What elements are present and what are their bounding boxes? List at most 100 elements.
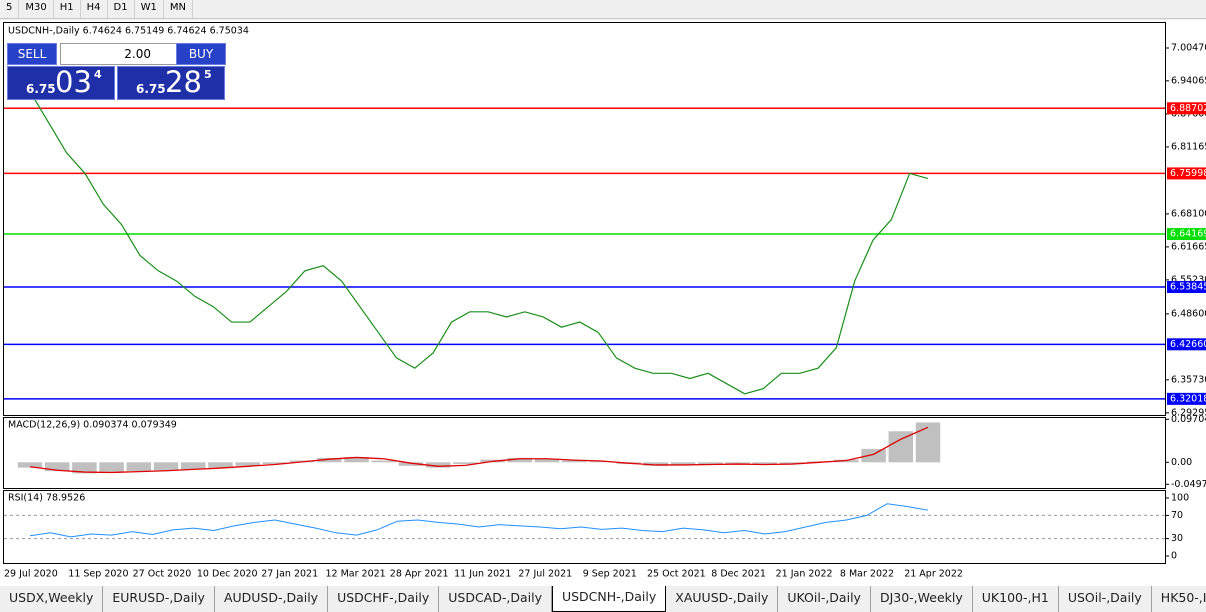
- macd-bar: [589, 461, 614, 463]
- x-tick-label: 27 Oct 2020: [133, 569, 192, 580]
- y-tick-label: 6.61665: [1171, 241, 1206, 252]
- price-line: [29, 91, 929, 395]
- chart-tab[interactable]: AUDUSD-,Daily: [215, 586, 329, 612]
- y-tick-label: 100: [1171, 492, 1189, 503]
- chart-tabs: USDX,Weekly EURUSD-,Daily AUDUSD-,Daily USD…: [0, 586, 1206, 612]
- x-tick-label: 25 Oct 2021: [647, 569, 706, 580]
- chart-tab[interactable]: XAUUSD-,Daily: [666, 586, 779, 612]
- macd-bar: [453, 462, 478, 465]
- chart-tab[interactable]: HK50-,I: [1152, 586, 1206, 612]
- y-tick-label: 0.097045: [1171, 414, 1206, 425]
- x-tick-label: 11 Jun 2021: [454, 569, 511, 580]
- y-tick-label: 0: [1171, 551, 1177, 562]
- x-tick-label: 29 Jul 2020: [4, 569, 58, 580]
- ask-prefix: 6.75: [136, 82, 166, 96]
- y-tick-label: 6.35730: [1171, 374, 1206, 385]
- macd-bar: [317, 457, 342, 463]
- bid-prefix: 6.75: [26, 82, 56, 96]
- sell-button[interactable]: SELL: [7, 43, 57, 65]
- macd-label: MACD(12,26,9) 0.090374 0.079349: [8, 420, 177, 431]
- level-label-bg: [1167, 338, 1206, 351]
- chart-tab[interactable]: USDCHF-,Daily: [328, 586, 440, 612]
- x-tick-label: 9 Sep 2021: [583, 569, 637, 580]
- macd-bar: [208, 462, 233, 468]
- x-tick-label: 27 Jan 2021: [261, 569, 318, 580]
- level-label: 6.75998: [1170, 168, 1206, 179]
- macd-bar: [181, 462, 206, 470]
- y-tick-label: 6.68100: [1171, 208, 1206, 219]
- one-click-trading: SELL 2.00 BUY 6.75 03 4 6.75 28 5: [7, 43, 226, 100]
- chart-tab[interactable]: EURUSD-,Daily: [103, 586, 215, 612]
- macd-bar: [371, 460, 397, 463]
- y-tick-label: 7.00470: [1171, 42, 1206, 53]
- y-tick-label: 0.00: [1171, 457, 1192, 468]
- y-tick-label: 6.94065: [1171, 75, 1206, 86]
- timeframe-button[interactable]: MN: [164, 0, 193, 18]
- x-tick-label: 8 Dec 2021: [711, 569, 766, 580]
- timeframe-toolbar: 5 M30 H1 H4 D1 W1 MN: [0, 0, 1206, 19]
- level-label-bg: [1167, 392, 1206, 405]
- y-tick-label: 6.55230: [1171, 274, 1206, 285]
- volume-input[interactable]: 2.00: [60, 43, 178, 65]
- ask-price[interactable]: 6.75 28 5: [117, 65, 225, 100]
- macd-bar: [725, 462, 750, 465]
- macd-bar: [153, 462, 179, 471]
- chart-tab[interactable]: UKOil-,Daily: [778, 586, 871, 612]
- macd-bar: [752, 462, 777, 465]
- ask-big: 28: [165, 65, 202, 99]
- macd-bar: [507, 457, 533, 463]
- chart-tab[interactable]: USOil-,Daily: [1059, 586, 1152, 612]
- y-tick-label: -0.04972: [1171, 479, 1206, 490]
- macd-bar: [861, 449, 886, 463]
- chart-tab[interactable]: USDCNH-,Daily: [551, 586, 667, 612]
- level-label: 6.88702: [1170, 103, 1206, 114]
- buy-button[interactable]: BUY: [176, 43, 226, 65]
- ask-sup: 5: [204, 68, 212, 81]
- macd-bar: [235, 462, 260, 466]
- rsi-label: RSI(14) 78.9526: [8, 493, 85, 504]
- timeframe-button[interactable]: H4: [81, 0, 108, 18]
- macd-bar: [670, 462, 696, 465]
- x-tick-label: 27 Jul 2021: [518, 569, 572, 580]
- timeframe-button[interactable]: D1: [108, 0, 135, 18]
- level-label: 6.32018: [1170, 393, 1206, 404]
- macd-bar: [698, 462, 723, 465]
- x-tick-label: 21 Jan 2022: [776, 569, 833, 580]
- timeframe-button[interactable]: 5: [0, 0, 20, 18]
- timeframe-button[interactable]: W1: [135, 0, 164, 18]
- level-label: 6.64169: [1170, 229, 1206, 240]
- macd-bar: [779, 462, 805, 465]
- rsi-line: [29, 503, 929, 538]
- level-label-bg: [1167, 280, 1206, 293]
- y-tick-label: 30: [1171, 533, 1183, 544]
- chart-tab[interactable]: UK100-,H1: [973, 586, 1059, 612]
- macd-pane: [3, 417, 1166, 489]
- x-tick-label: 28 Apr 2021: [390, 569, 449, 580]
- y-tick-label: 70: [1171, 510, 1183, 521]
- chart-tab[interactable]: DJ30-,Weekly: [871, 586, 973, 612]
- macd-bar: [17, 462, 43, 468]
- chart-tab[interactable]: USDX,Weekly: [0, 586, 104, 612]
- macd-bar: [44, 462, 70, 472]
- y-tick-label: 6.81165: [1171, 141, 1206, 152]
- chart-bg: [0, 20, 1206, 586]
- bid-big: 03: [55, 65, 92, 99]
- macd-bar: [72, 462, 97, 474]
- macd-bar: [425, 462, 451, 468]
- chart-window: USDCNH-,Daily 6.74624 6.75149 6.74624 6.…: [0, 20, 1206, 586]
- y-tick-label: 6.29295: [1171, 407, 1206, 418]
- rsi-pane: [3, 490, 1166, 564]
- bid-price[interactable]: 6.75 03 4: [7, 65, 115, 100]
- timeframe-button[interactable]: H1: [54, 0, 81, 18]
- macd-bar: [915, 422, 941, 463]
- chart-tab[interactable]: USDCAD-,Daily: [439, 586, 552, 612]
- macd-bar: [126, 462, 152, 472]
- macd-signal: [29, 426, 929, 474]
- timeframe-button[interactable]: M30: [19, 0, 54, 18]
- macd-bar: [561, 460, 587, 463]
- x-tick-label: 10 Dec 2020: [197, 569, 258, 580]
- macd-bar: [534, 458, 560, 463]
- macd-bar: [888, 431, 914, 463]
- y-tick-label: 6.48600: [1171, 308, 1206, 319]
